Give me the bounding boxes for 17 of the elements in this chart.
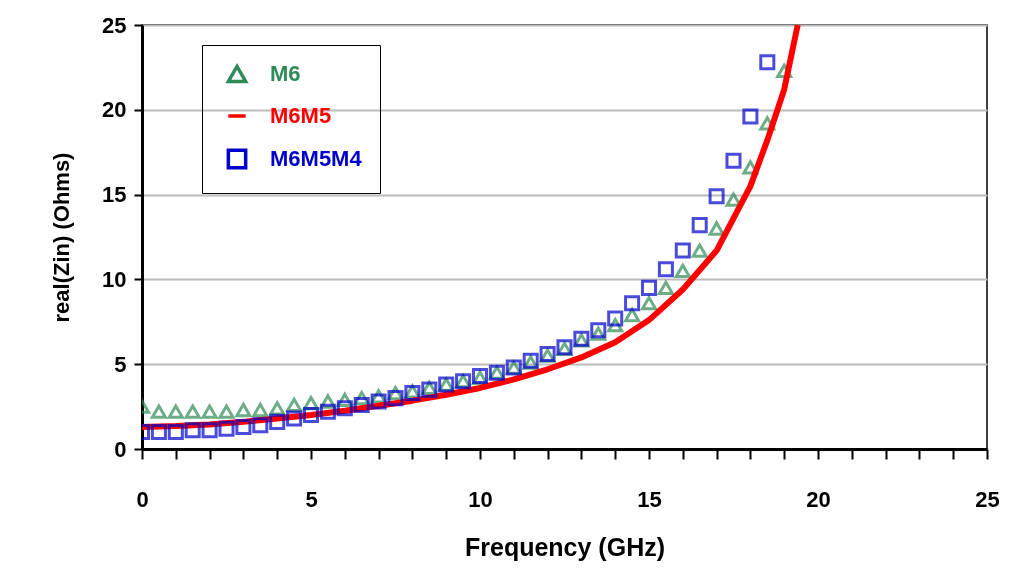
y-tick-label: 10 [102,266,127,292]
y-tick-label: 5 [114,351,127,377]
legend-label: M6M5 [270,103,332,128]
x-tick-label: 25 [975,486,1000,512]
x-tick-label: 10 [468,486,493,512]
x-tick-label: 20 [806,486,831,512]
y-tick-label: 20 [102,97,127,123]
y-tick-label: 25 [102,12,127,38]
x-axis-title: Frequency (GHz) [464,532,666,561]
legend-label: M6M5M4 [270,146,363,171]
legend-label: M6 [270,61,301,86]
x-tick-label: 5 [305,486,318,512]
y-tick-label: 0 [114,436,127,462]
x-tick-label: 0 [136,486,149,512]
x-tick-label: 15 [637,486,662,512]
y-axis-title: real(Zin) (Ohms) [49,152,75,323]
y-tick-label: 15 [102,182,127,208]
